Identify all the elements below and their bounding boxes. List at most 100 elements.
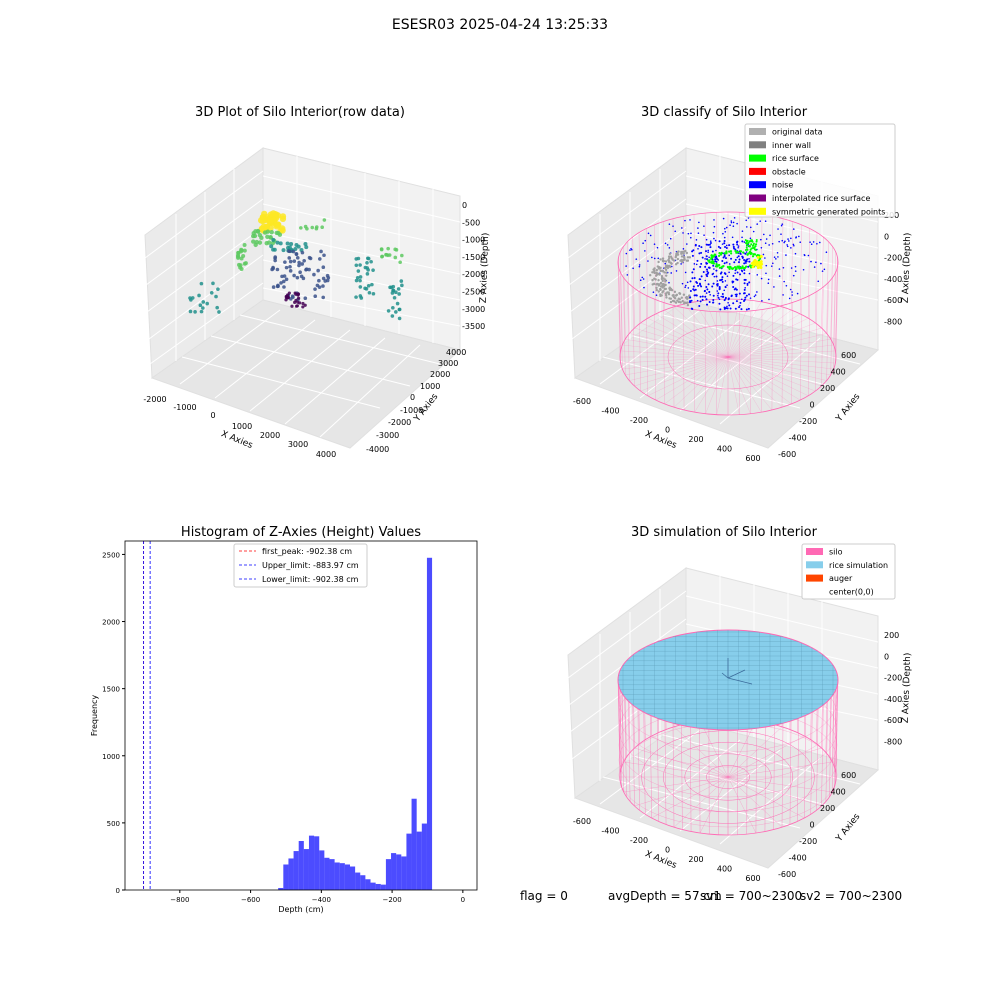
noise-point: [703, 234, 705, 236]
silo-floor-spoke: [699, 776, 729, 834]
status-sv2: sv2 = 700~2300: [800, 889, 903, 903]
panel1-xtick: 1000: [232, 422, 252, 431]
noise-point: [727, 302, 729, 304]
legend-label: interpolated rice surface: [772, 194, 870, 203]
noise-point: [712, 294, 715, 297]
data-point: [209, 290, 214, 295]
data-point: [366, 268, 370, 272]
silo-floor-spoke: [727, 356, 836, 364]
plot-frame: [124, 540, 478, 891]
data-point: [211, 281, 215, 286]
noise-point: [739, 301, 742, 304]
noise-point: [649, 234, 652, 237]
silo-floor-spoke: [655, 356, 729, 401]
rice-surface-point: [714, 253, 717, 256]
inner-wall-point: [667, 293, 671, 296]
noise-point: [723, 299, 726, 302]
data-point: [273, 258, 277, 263]
inner-wall-point: [673, 290, 677, 294]
noise-point: [690, 232, 692, 235]
silo-wire: [624, 697, 627, 797]
noise-point: [723, 240, 726, 243]
grid-line: [262, 203, 461, 249]
legend-label: first_peak: -902.38 cm: [262, 547, 352, 556]
noise-point: [697, 247, 699, 250]
histogram-bar: [293, 851, 299, 890]
panel2-xtick: 200: [688, 435, 703, 444]
noise-point: [672, 225, 674, 227]
silo-wire: [821, 236, 824, 329]
noise-point: [736, 243, 739, 246]
inner-wall-point: [657, 260, 660, 264]
legend-swatch: [749, 207, 766, 215]
noise-point: [730, 221, 733, 224]
rice-surface-point: [746, 248, 749, 251]
noise-point: [666, 244, 669, 246]
noise-point: [704, 250, 707, 253]
noise-point: [743, 298, 746, 301]
rice-surface-point: [752, 244, 755, 247]
rice-surface-point: [754, 248, 757, 251]
data-point: [321, 265, 326, 270]
inner-wall-point: [661, 270, 664, 273]
noise-point: [726, 284, 728, 286]
panel4-ztick: 200: [884, 631, 899, 640]
inner-wall-point: [655, 268, 659, 272]
data-point: [275, 240, 280, 245]
data-point: [364, 287, 369, 291]
data-point: [392, 295, 397, 300]
noise-point: [734, 287, 737, 290]
silo-wire: [755, 728, 757, 834]
noise-point: [626, 274, 629, 276]
data-point: [294, 298, 298, 303]
grid-line: [262, 175, 461, 223]
noise-point: [721, 260, 724, 263]
noise-point: [748, 257, 750, 260]
grid-line: [719, 757, 821, 845]
data-point: [255, 228, 261, 234]
noise-point: [711, 285, 714, 288]
noise-point: [739, 252, 742, 255]
data-point: [354, 278, 359, 283]
rice-surface-point: [723, 252, 727, 255]
data-point: [285, 241, 290, 246]
noise-point: [668, 247, 671, 249]
data-point: [302, 258, 306, 263]
noise-point: [713, 225, 716, 228]
rice-surface-point: [735, 267, 738, 271]
data-point: [354, 263, 359, 268]
histogram-bar: [411, 798, 417, 890]
noise-point: [768, 298, 770, 301]
noise-point: [725, 261, 728, 264]
noise-point: [728, 304, 731, 307]
silo-wire: [808, 228, 810, 319]
noise-point: [759, 220, 762, 222]
data-point: [313, 287, 317, 291]
panel1-title: 3D Plot of Silo Interior(row data): [195, 105, 405, 120]
rice-surface-point: [708, 261, 711, 264]
noise-point: [703, 290, 706, 293]
inner-wall-point: [651, 271, 654, 274]
silo-wire: [646, 228, 648, 319]
noise-point: [786, 244, 788, 246]
data-point: [265, 234, 270, 240]
silo-floor-spoke: [694, 301, 729, 358]
data-point: [398, 260, 402, 265]
data-point: [400, 253, 404, 258]
legend-swatch: [806, 561, 823, 569]
data-point: [358, 275, 363, 279]
rice-surface-point: [728, 267, 731, 271]
panel3-ylabel: Frequency: [90, 695, 99, 737]
inner-wall-point: [688, 256, 692, 259]
panel4-ytick: 200: [820, 804, 835, 813]
noise-point: [792, 228, 795, 230]
noise-point: [719, 272, 722, 275]
silo-floor-spoke: [664, 309, 729, 358]
x-tick-label: −400: [312, 896, 331, 904]
noise-point: [765, 272, 767, 275]
status-flag: flag = 0: [520, 889, 568, 903]
data-point: [365, 260, 369, 265]
noise-point: [743, 288, 746, 291]
noise-point: [781, 239, 784, 242]
data-point: [317, 285, 322, 289]
